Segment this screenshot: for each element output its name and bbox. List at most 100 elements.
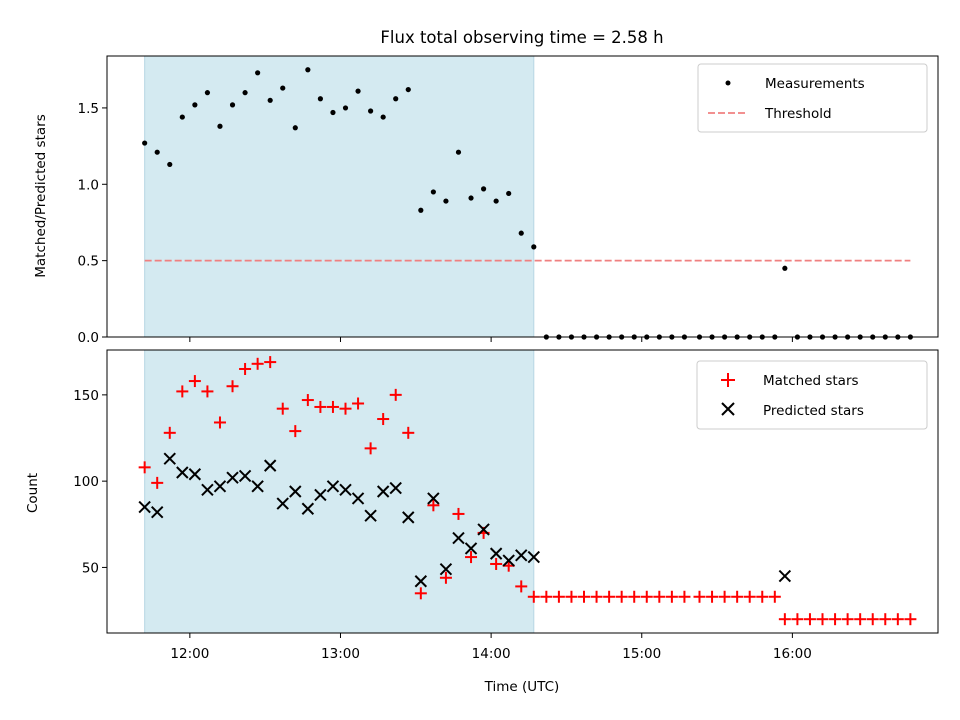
measurement-point	[355, 88, 361, 94]
predicted-star-point	[502, 554, 515, 567]
ratio-y-axis-label: Matched/Predicted stars	[33, 114, 49, 277]
predicted-star-point	[439, 562, 453, 576]
count-plot-area	[138, 349, 917, 634]
matched-star-point	[552, 590, 565, 603]
matched-star-point	[188, 375, 201, 388]
measurement-point	[430, 189, 436, 195]
matched-star-point	[276, 402, 289, 415]
matched-star-point	[515, 580, 528, 593]
matched-star-point	[439, 571, 452, 584]
y-tick-label: 100	[73, 474, 99, 490]
measurement-point	[204, 90, 211, 96]
matched-star-point	[615, 590, 628, 603]
matched-star-point	[665, 590, 678, 603]
measurement-point	[455, 149, 462, 155]
y-tick-label: 50	[82, 560, 99, 576]
predicted-star-point	[351, 492, 365, 505]
measurement-point	[518, 230, 524, 236]
measurement-point	[229, 102, 236, 108]
predicted-star-point	[527, 550, 541, 564]
predicted-star-point	[402, 511, 415, 524]
matched-star-point	[239, 362, 252, 375]
predicted-star-point	[364, 509, 377, 522]
measurement-point	[267, 97, 273, 103]
measurement-point	[305, 67, 311, 73]
predicted-star-point	[276, 497, 289, 510]
predicted-star-point	[376, 485, 390, 498]
y-tick-label: 0.5	[78, 254, 99, 270]
measurement-point	[342, 105, 349, 111]
predicted-star-point	[263, 459, 277, 472]
matched-star-point	[866, 613, 879, 626]
measurement-point	[480, 186, 487, 192]
matched-star-point	[163, 426, 176, 439]
legend-predicted-label: Predicted stars	[763, 403, 864, 419]
matched-star-point	[427, 499, 440, 512]
measurement-point	[418, 207, 424, 213]
matched-star-point	[904, 613, 917, 626]
matched-star-point	[226, 380, 239, 393]
matched-star-point	[527, 590, 540, 603]
ratio-plot-area	[142, 55, 913, 340]
measurement-point	[154, 149, 160, 155]
predicted-star-point	[289, 485, 302, 498]
matched-star-point	[151, 476, 164, 489]
measurement-point	[380, 114, 386, 120]
predicted-star-point	[477, 523, 490, 536]
matched-star-point	[352, 397, 365, 410]
matched-star-point	[841, 613, 854, 626]
matched-star-point	[678, 590, 691, 603]
measurement-point	[368, 108, 374, 114]
predicted-star-point	[138, 500, 151, 514]
measurement-point	[217, 123, 223, 129]
matched-star-point	[201, 385, 214, 398]
ratio-axes: 0.0 0.5 1.0 1.5	[78, 101, 793, 346]
y-tick-label: 1.5	[78, 101, 99, 117]
ratio-panel-frame	[106, 55, 939, 338]
x-tick-label: 16:00	[773, 646, 812, 662]
predicted-star-point	[238, 469, 252, 483]
ratio-legend: Measurements Threshold	[697, 63, 928, 133]
predicted-star-point	[427, 492, 440, 505]
matched-star-point	[402, 426, 415, 439]
predicted-star-point	[464, 542, 478, 555]
matched-star-point	[743, 590, 756, 603]
x-axis-label: Time (UTC)	[484, 679, 560, 695]
matched-star-point	[465, 551, 478, 564]
x-tick-label: 13:00	[321, 646, 360, 662]
matched-star-point	[603, 590, 616, 603]
measurement-point	[531, 244, 537, 250]
matched-star-point	[176, 385, 189, 398]
matched-star-point	[264, 356, 277, 369]
predicted-star-point	[339, 483, 352, 496]
legend-matched-label: Matched stars	[763, 373, 859, 389]
measurement-point	[242, 90, 248, 96]
matched-star-point	[829, 613, 842, 626]
legend-measurements-label: Measurements	[765, 76, 865, 92]
matched-star-point	[891, 613, 904, 626]
predicted-star-point	[201, 483, 214, 496]
matched-star-point	[791, 613, 804, 626]
count-axes: 50 100 150 12:00 13:00 14:00 15:00 16:00	[73, 388, 812, 662]
matched-star-point	[540, 590, 553, 603]
matched-star-point	[628, 590, 641, 603]
measurement-point	[393, 96, 399, 102]
legend-predicted-marker	[721, 402, 735, 416]
count-legend-box	[696, 360, 928, 430]
matched-star-point	[314, 400, 327, 413]
predicted-star-point	[213, 480, 227, 493]
measurement-point	[280, 85, 286, 91]
matched-star-point	[452, 507, 465, 520]
measurement-point	[192, 102, 198, 108]
matched-star-point	[565, 590, 578, 603]
matched-star-point	[803, 613, 816, 626]
measurement-point	[443, 198, 449, 204]
predicted-star-point	[389, 481, 402, 495]
matched-star-point	[578, 590, 591, 603]
y-tick-label: 150	[73, 388, 99, 404]
measurement-point	[255, 70, 261, 76]
legend-matched-marker	[721, 373, 735, 387]
y-tick-label: 1.0	[78, 177, 99, 193]
predicted-star-point	[489, 547, 503, 560]
